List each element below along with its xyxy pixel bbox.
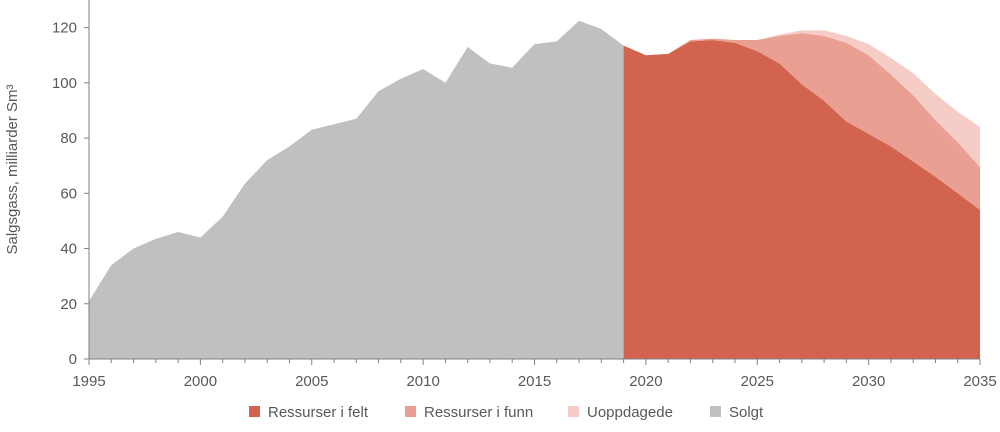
legend-label: Solgt: [729, 404, 764, 421]
y-tick-label: 20: [60, 296, 77, 313]
area-ressurser-i-felt: [623, 40, 980, 360]
y-axis-title: Salgsgass, milliarder Sm³: [4, 84, 21, 254]
legend-swatch-uoppdagede: [568, 406, 579, 417]
legend-label: Ressurser i felt: [268, 404, 369, 421]
y-tick-label: 120: [52, 20, 77, 37]
legend: Ressurser i felt Ressurser i funn Uoppdage…: [249, 404, 764, 421]
area-solgt: [89, 20, 624, 359]
x-tick-label: 2015: [518, 373, 551, 390]
y-tick-label: 60: [60, 185, 77, 202]
x-tick-label: 2030: [852, 373, 885, 390]
legend-swatch-ressurser-i-funn: [405, 406, 416, 417]
y-tick-label: 80: [60, 130, 77, 147]
x-tick-label: 2025: [741, 373, 774, 390]
x-tick-group: 1995 2000 2005 2010 2015 2020 2025 2030 2035: [72, 359, 997, 390]
x-tick-label: 2035: [963, 373, 996, 390]
legend-swatch-solgt: [710, 406, 721, 417]
y-tick-label: 40: [60, 241, 77, 258]
y-tick-label: 0: [69, 351, 77, 368]
legend-label: Uoppdagede: [587, 404, 673, 421]
y-tick-label: 100: [52, 75, 77, 92]
x-tick-label: 2000: [184, 373, 217, 390]
area-ressurser-i-funn: [623, 33, 980, 210]
x-tick-label: 1995: [72, 373, 105, 390]
area-series-group: [89, 20, 980, 360]
legend-label: Ressurser i funn: [424, 404, 533, 421]
legend-swatch-ressurser-i-felt: [249, 406, 260, 417]
x-tick-label: 2020: [629, 373, 662, 390]
x-tick-label: 2010: [406, 373, 439, 390]
x-tick-label: 2005: [295, 373, 328, 390]
area-uoppdagede: [623, 30, 980, 168]
y-tick-group: 0 20 40 60 80 100 120: [52, 20, 89, 368]
